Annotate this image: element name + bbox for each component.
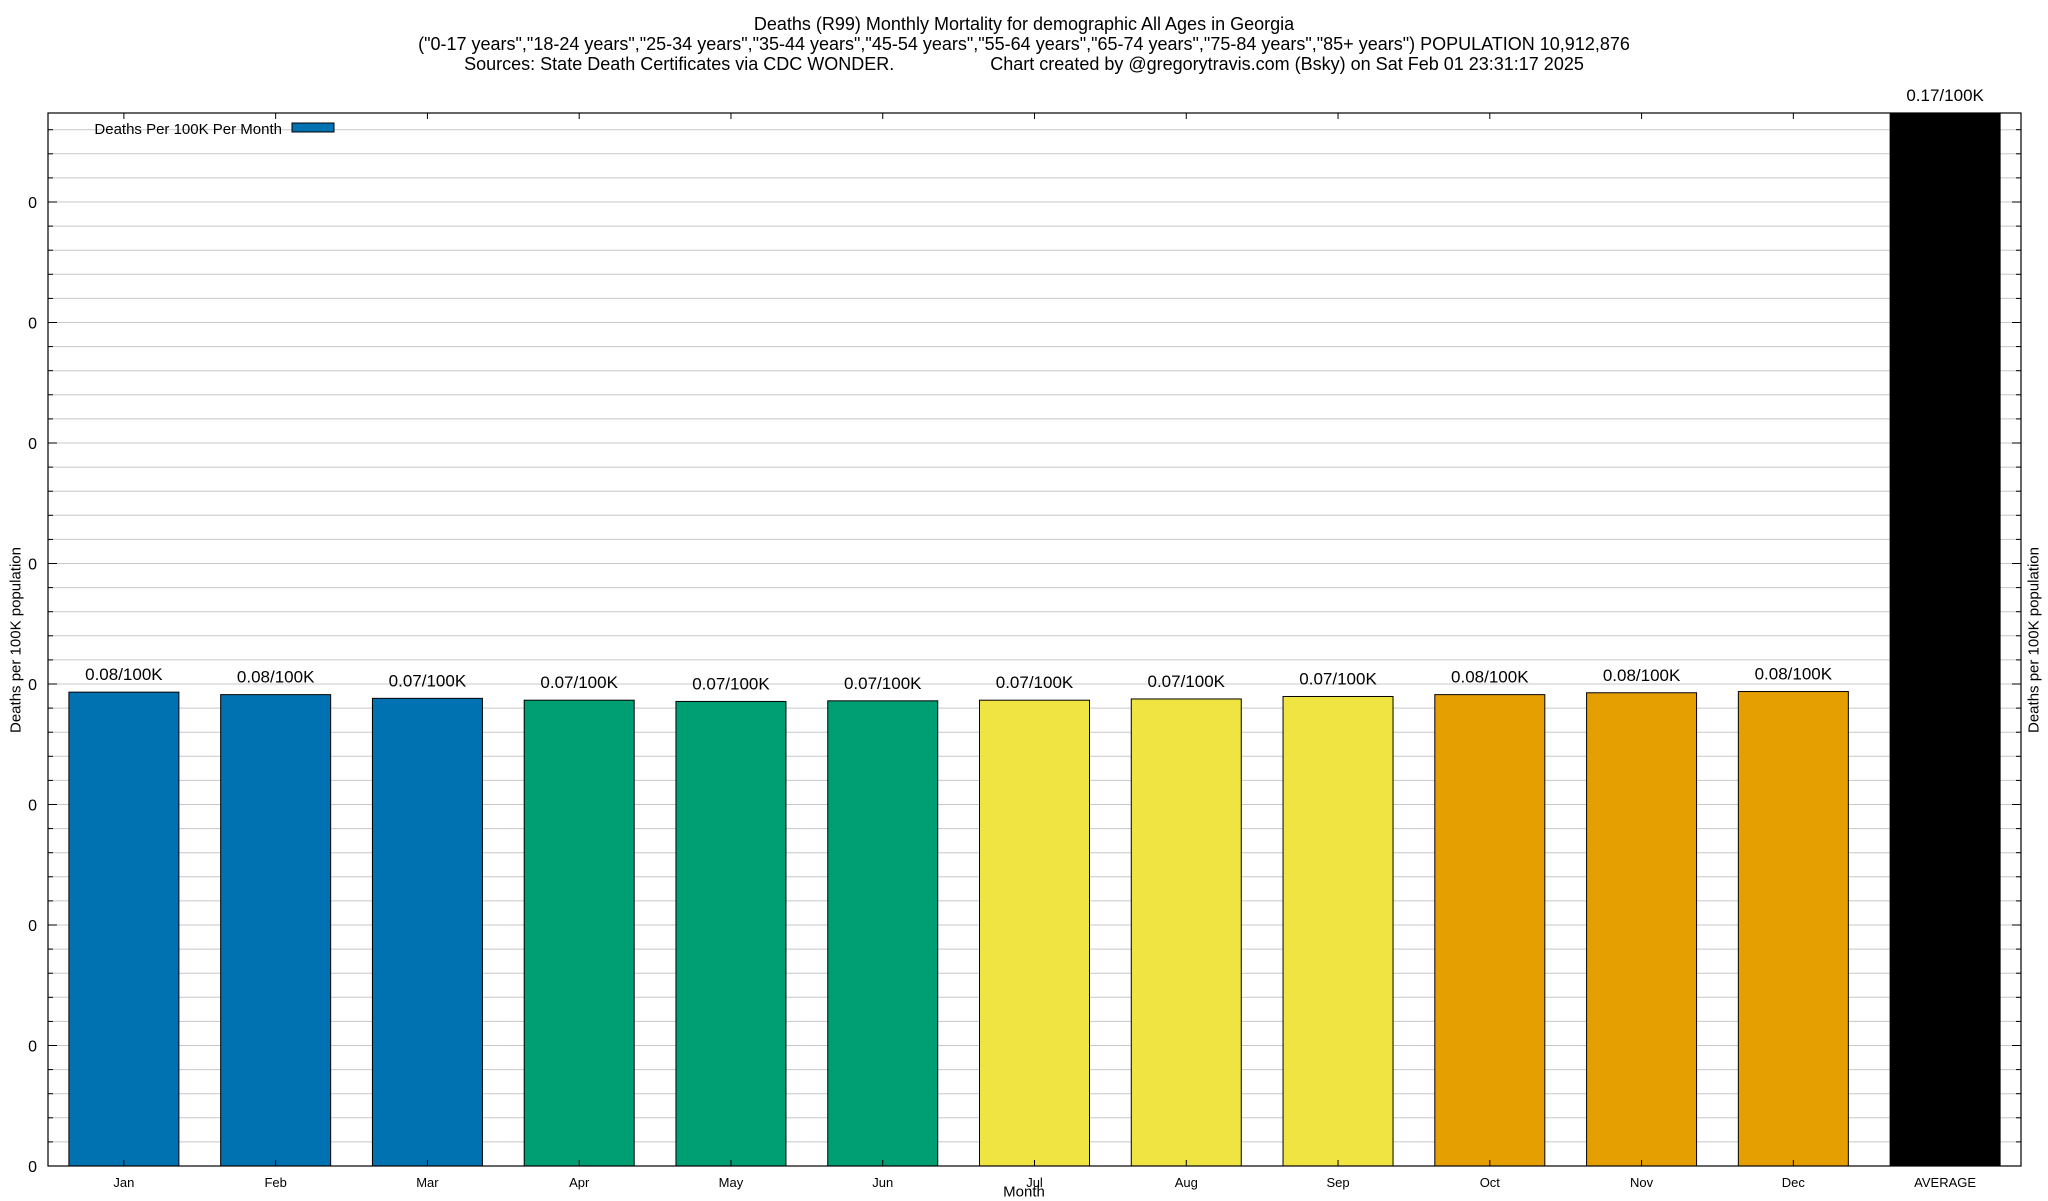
legend-label: Deaths Per 100K Per Month bbox=[94, 121, 282, 138]
bar-jan bbox=[68, 691, 180, 1167]
x-tick-label: Apr bbox=[569, 1175, 590, 1190]
bar-mar bbox=[371, 697, 483, 1167]
data-label: 0.08/100K bbox=[1755, 665, 1833, 684]
x-tick-label: Jan bbox=[113, 1175, 134, 1190]
y-axis-label-left: Deaths per 100K population bbox=[7, 547, 25, 733]
x-tick-label: Aug bbox=[1175, 1175, 1198, 1190]
chart-title: Deaths (R99) Monthly Mortality for demog… bbox=[0, 14, 2048, 74]
bar-aug bbox=[1130, 698, 1242, 1167]
data-label: 0.07/100K bbox=[540, 673, 618, 692]
data-label: 0.07/100K bbox=[692, 674, 770, 693]
bar-average bbox=[1889, 112, 2001, 1167]
bar-nov bbox=[1586, 692, 1698, 1167]
bar-feb bbox=[220, 694, 332, 1167]
bar-oct bbox=[1434, 694, 1546, 1167]
data-label: 0.17/100K bbox=[1906, 86, 1984, 105]
y-tick-label: 0 bbox=[28, 316, 37, 333]
x-tick-label: Nov bbox=[1630, 1175, 1654, 1190]
data-label: 0.08/100K bbox=[85, 665, 163, 684]
x-tick-label: Feb bbox=[264, 1175, 286, 1190]
data-label: 0.08/100K bbox=[1451, 668, 1529, 687]
title-line-1: Deaths (R99) Monthly Mortality for demog… bbox=[753, 14, 1295, 34]
y-tick-label: 0 bbox=[28, 195, 37, 212]
bar-may bbox=[675, 700, 787, 1167]
x-tick-label: Mar bbox=[416, 1175, 439, 1190]
x-tick-label: May bbox=[719, 1175, 744, 1190]
bar-dec bbox=[1737, 691, 1849, 1167]
x-tick-label: Jun bbox=[872, 1175, 893, 1190]
y-tick-label: 0 bbox=[28, 798, 37, 815]
y-tick-label: 0 bbox=[28, 677, 37, 694]
legend-swatch bbox=[291, 122, 335, 133]
x-axis-label: Month bbox=[1003, 1183, 1045, 1201]
sources-note: Sources: State Death Certificates via CD… bbox=[464, 54, 895, 74]
x-tick-label: Oct bbox=[1480, 1175, 1501, 1190]
data-label: 0.07/100K bbox=[996, 673, 1074, 692]
title-line-3: Sources: State Death Certificates via CD… bbox=[0, 54, 2048, 74]
plot-frame bbox=[47, 112, 2022, 1167]
bar-jul bbox=[979, 699, 1090, 1167]
data-label: 0.07/100K bbox=[844, 674, 922, 693]
bar-sep bbox=[1282, 695, 1394, 1167]
y-axis-label-right: Deaths per 100K population bbox=[2025, 547, 2043, 733]
bar-apr bbox=[523, 699, 635, 1167]
y-tick-label: 0 bbox=[28, 1159, 37, 1176]
x-tick-label: Dec bbox=[1782, 1175, 1806, 1190]
data-label: 0.08/100K bbox=[1603, 666, 1681, 685]
data-label: 0.07/100K bbox=[1148, 672, 1226, 691]
y-tick-label: 0 bbox=[28, 918, 37, 935]
y-tick-label: 0 bbox=[28, 436, 37, 453]
credit-note: Chart created by @gregorytravis.com (Bsk… bbox=[990, 54, 1584, 74]
data-label: 0.07/100K bbox=[389, 671, 467, 690]
x-tick-label: Jul bbox=[1026, 1175, 1043, 1190]
title-line-2: ("0-17 years","18-24 years","25-34 years… bbox=[418, 34, 1630, 54]
y-tick-label: 0 bbox=[28, 557, 37, 574]
x-tick-label: Sep bbox=[1326, 1175, 1349, 1190]
data-label: 0.08/100K bbox=[237, 668, 315, 687]
bar-jun bbox=[827, 700, 939, 1167]
y-tick-label: 0 bbox=[28, 1039, 37, 1056]
x-tick-label: AVERAGE bbox=[1914, 1175, 1976, 1190]
data-label: 0.07/100K bbox=[1299, 669, 1377, 688]
